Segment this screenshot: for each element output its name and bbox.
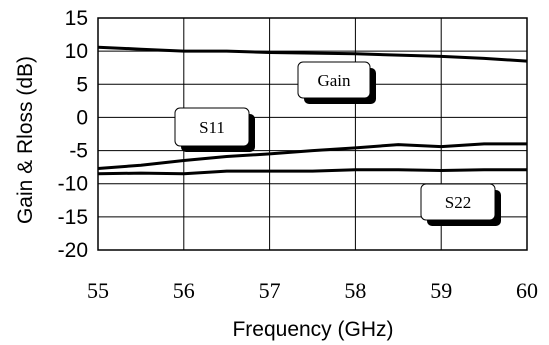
x-tick-label: 57 — [259, 278, 281, 303]
callout-box — [174, 107, 250, 147]
series-layer — [97, 45, 528, 176]
x-tick-label: 56 — [173, 278, 195, 303]
x-tick-label: 58 — [344, 278, 366, 303]
y-tick-label: 10 — [65, 40, 88, 63]
y-tick-label: 15 — [65, 7, 88, 30]
x-tick-label: 60 — [516, 278, 538, 303]
y-tick-label: 5 — [76, 73, 88, 96]
y-tick-label: 0 — [76, 106, 88, 129]
series-line-s22 — [97, 168, 527, 176]
callout-s11: S11 — [174, 107, 255, 152]
callout-s22: S22 — [420, 183, 501, 226]
y-tick-label: -10 — [58, 173, 88, 196]
callout-box — [297, 61, 371, 99]
y-tick-label: -20 — [58, 239, 88, 262]
callout-box — [420, 183, 496, 221]
plot-area-frame — [97, 17, 528, 251]
y-tick-label: -5 — [69, 140, 88, 163]
callout-label: Gain — [317, 71, 351, 90]
callout-gain: Gain — [297, 61, 376, 104]
x-tick-label: 55 — [87, 278, 109, 303]
callout-label: S22 — [445, 193, 471, 212]
series-line-s11 — [97, 142, 527, 170]
x-axis-title: Frequency (GHz) — [232, 318, 393, 341]
x-tick-label: 59 — [430, 278, 452, 303]
y-axis-title: Gain & Rloss (dB) — [14, 56, 37, 224]
y-tick-label: -15 — [58, 206, 88, 229]
x-tick-labels: 55 56 57 58 59 60 — [87, 278, 538, 303]
series-callouts: Gain S11 S22 — [174, 61, 501, 226]
series-line-gain — [97, 45, 528, 63]
y-tick-labels: 15 10 5 0 -5 -10 -15 -20 — [58, 7, 88, 262]
callout-label: S11 — [199, 118, 225, 137]
